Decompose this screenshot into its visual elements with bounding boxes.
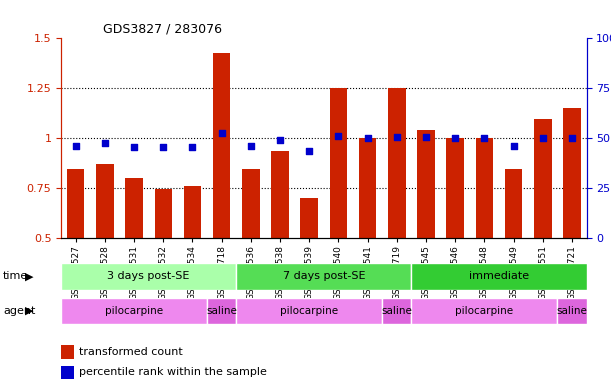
Text: ▶: ▶ <box>25 306 34 316</box>
Text: saline: saline <box>207 306 237 316</box>
Bar <box>505 169 522 238</box>
Text: 7 days post-SE: 7 days post-SE <box>282 271 365 281</box>
FancyBboxPatch shape <box>207 298 236 324</box>
Point <box>392 134 401 140</box>
FancyBboxPatch shape <box>236 298 382 324</box>
FancyBboxPatch shape <box>411 298 557 324</box>
Point <box>480 134 489 141</box>
Text: agent: agent <box>3 306 35 316</box>
Text: 3 days post-SE: 3 days post-SE <box>108 271 190 281</box>
Point <box>188 144 197 150</box>
Point <box>217 130 227 136</box>
Bar <box>67 169 84 238</box>
FancyBboxPatch shape <box>382 298 411 324</box>
FancyBboxPatch shape <box>411 263 587 290</box>
Text: pilocarpine: pilocarpine <box>280 306 338 316</box>
Point <box>129 144 139 150</box>
Bar <box>417 130 435 238</box>
Point <box>450 135 460 141</box>
Text: GDS3827 / 283076: GDS3827 / 283076 <box>103 23 222 36</box>
Bar <box>213 53 230 238</box>
Point <box>509 143 519 149</box>
Point <box>421 134 431 140</box>
Point <box>334 133 343 139</box>
Point <box>71 142 81 149</box>
Text: ▶: ▶ <box>25 271 34 281</box>
Bar <box>96 164 114 238</box>
Text: time: time <box>3 271 28 281</box>
Bar <box>388 88 406 238</box>
Text: percentile rank within the sample: percentile rank within the sample <box>79 367 268 377</box>
Bar <box>242 169 260 238</box>
Point <box>304 148 314 154</box>
Text: saline: saline <box>381 306 412 316</box>
Bar <box>61 366 75 379</box>
Bar <box>125 178 143 238</box>
Bar <box>447 138 464 238</box>
Text: immediate: immediate <box>469 271 529 281</box>
FancyBboxPatch shape <box>61 263 236 290</box>
Bar <box>330 88 347 238</box>
Bar <box>563 108 580 238</box>
Bar <box>534 119 552 238</box>
Point <box>246 143 256 149</box>
Point <box>567 135 577 141</box>
Point <box>363 135 373 141</box>
Text: pilocarpine: pilocarpine <box>105 306 163 316</box>
Bar <box>155 189 172 238</box>
Bar <box>359 138 376 238</box>
Bar <box>184 186 201 238</box>
Text: transformed count: transformed count <box>79 347 183 357</box>
Bar <box>301 198 318 238</box>
Bar <box>475 138 493 238</box>
Point <box>538 135 547 141</box>
Point <box>158 144 168 150</box>
FancyBboxPatch shape <box>61 298 207 324</box>
Bar <box>61 345 75 359</box>
Bar <box>271 151 289 238</box>
Point <box>100 140 110 146</box>
Text: saline: saline <box>557 306 587 316</box>
FancyBboxPatch shape <box>236 263 411 290</box>
Text: pilocarpine: pilocarpine <box>455 306 513 316</box>
Point <box>275 137 285 143</box>
FancyBboxPatch shape <box>557 298 587 324</box>
